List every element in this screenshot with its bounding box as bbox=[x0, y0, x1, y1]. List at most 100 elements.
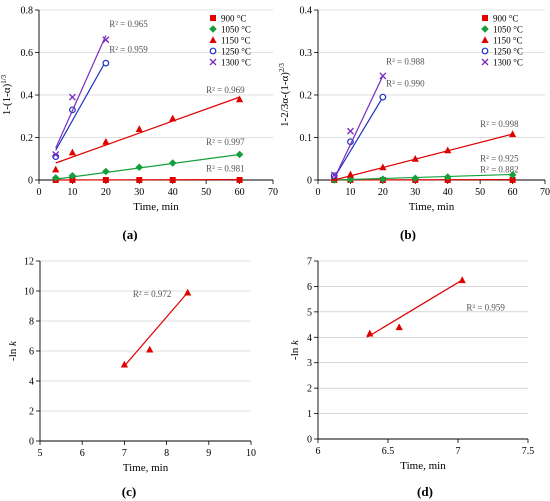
legend-marker bbox=[481, 58, 489, 66]
data-point bbox=[52, 165, 60, 173]
data-point bbox=[379, 175, 387, 183]
r-squared-label: R² = 0.998 bbox=[480, 119, 519, 129]
data-point bbox=[102, 177, 109, 183]
legend-entry: 900 °C bbox=[221, 14, 246, 24]
trend-line bbox=[55, 96, 240, 164]
x-tick-label: 6 bbox=[80, 448, 85, 459]
y-tick-label: 0 bbox=[29, 437, 34, 448]
legend-marker bbox=[209, 36, 217, 43]
series-1250c: R² = 0.959 bbox=[52, 45, 148, 161]
data-point bbox=[51, 174, 60, 182]
legend-marker bbox=[481, 47, 489, 55]
trend-line bbox=[333, 75, 384, 179]
r-squared-label: R² = 0.969 bbox=[206, 85, 245, 95]
x-tick-label: 30 bbox=[134, 187, 144, 198]
y-tick-label: 12 bbox=[24, 257, 34, 268]
r-squared-label: R² = 0.959 bbox=[466, 303, 505, 313]
legend-marker bbox=[209, 58, 217, 66]
y-tick-label: 0.1 bbox=[300, 133, 313, 144]
series-900c: R² = 0.981 bbox=[52, 164, 245, 183]
y-tick-label: 0 bbox=[307, 176, 312, 187]
x-tick-label: 0 bbox=[37, 187, 42, 198]
r-squared-label: R² = 0.959 bbox=[109, 45, 148, 55]
data-point bbox=[411, 174, 420, 183]
data-point bbox=[379, 163, 387, 171]
panel-label: (d) bbox=[417, 484, 433, 499]
legend-entry: 1050 °C bbox=[493, 25, 523, 35]
legend-entry: 1300 °C bbox=[493, 58, 523, 68]
data-point bbox=[346, 170, 355, 178]
y-tick-label: 0.8 bbox=[21, 6, 34, 17]
legend-entry: 1150 °C bbox=[493, 36, 523, 46]
chart-panel-a: 0 0.2 0.4 0.6 0.8 0 10 20 30 40 50 60 70 Time, min 1-(… bbox=[0, 6, 278, 243]
x-tick-label: 60 bbox=[508, 187, 518, 198]
x-tick-label: 10 bbox=[246, 448, 256, 459]
data-point bbox=[169, 114, 177, 122]
trend-line bbox=[123, 292, 189, 367]
series-1250c: R² = 0.990 bbox=[330, 79, 425, 180]
data-point bbox=[235, 150, 244, 159]
chart-panel-b: 0 0.1 0.2 0.3 0.4 0 10 20 30 40 50 60 70 Time, min 1-2… bbox=[278, 6, 550, 243]
x-tick-label: 50 bbox=[475, 187, 485, 198]
data-point bbox=[169, 177, 176, 183]
x-tick-label: 10 bbox=[345, 187, 355, 198]
y-tick-label: 5 bbox=[307, 307, 312, 318]
y-tick-label: 6 bbox=[307, 282, 312, 293]
x-tick-label: 8 bbox=[164, 448, 169, 459]
data-point bbox=[135, 125, 143, 132]
y-tick-label: 0.4 bbox=[21, 91, 34, 102]
series-0: R² = 0.972 bbox=[120, 288, 192, 368]
data-point bbox=[366, 329, 374, 337]
x-tick-label: 40 bbox=[443, 187, 453, 198]
axes bbox=[39, 261, 251, 442]
data-point bbox=[346, 127, 354, 135]
data-point bbox=[509, 177, 516, 183]
x-tick-label: 7.5 bbox=[522, 446, 535, 457]
data-point bbox=[330, 171, 338, 179]
y-tick-label: 3 bbox=[307, 358, 312, 369]
legend-marker bbox=[209, 47, 217, 55]
legend-marker bbox=[481, 36, 489, 43]
x-axis-label: Time, min bbox=[400, 460, 446, 472]
trend-line bbox=[366, 279, 463, 338]
x-tick-label: 0 bbox=[316, 187, 321, 198]
y-tick-label: 10 bbox=[24, 287, 34, 298]
y-tick-label: 4 bbox=[29, 377, 34, 388]
axes bbox=[317, 261, 528, 440]
y-tick-label: 4 bbox=[307, 333, 312, 344]
series-1300c: R² = 0.988 bbox=[330, 56, 425, 179]
r-squared-label: R² = 0.882 bbox=[480, 164, 519, 174]
y-axis-label: -ln k bbox=[289, 339, 301, 360]
legend-entry: 1150 °C bbox=[221, 36, 251, 46]
x-tick-label: 20 bbox=[101, 187, 111, 198]
y-axis-label: -ln k bbox=[7, 340, 19, 361]
data-point bbox=[346, 175, 355, 184]
data-point bbox=[102, 137, 110, 145]
data-point bbox=[102, 167, 110, 176]
x-tick-label: 30 bbox=[410, 187, 420, 198]
data-point bbox=[102, 36, 110, 44]
data-point bbox=[443, 173, 452, 181]
x-axis-label: Time, min bbox=[409, 201, 455, 213]
y-tick-label: 0.2 bbox=[21, 133, 34, 144]
y-axis-label: 1-(1-α)1/3 bbox=[0, 74, 13, 115]
y-tick-label: 7 bbox=[307, 257, 312, 268]
data-point bbox=[69, 177, 76, 183]
y-tick-label: 2 bbox=[29, 407, 34, 418]
x-tick-label: 7 bbox=[122, 448, 127, 459]
x-tick-label: 70 bbox=[268, 187, 278, 198]
y-tick-label: 0 bbox=[307, 435, 312, 446]
series-0: R² = 0.959 bbox=[366, 276, 505, 338]
y-tick-label: 8 bbox=[29, 317, 34, 328]
x-tick-label: 6 bbox=[316, 446, 321, 457]
trend-line bbox=[334, 173, 513, 181]
y-axis-label: 1-2/3α-(1-α)2/3 bbox=[278, 63, 291, 127]
legend-entry: 1050 °C bbox=[221, 25, 251, 35]
data-point bbox=[68, 93, 76, 101]
data-point bbox=[411, 154, 419, 162]
x-tick-label: 60 bbox=[235, 187, 245, 198]
trend-line bbox=[55, 60, 107, 151]
data-point bbox=[68, 148, 77, 156]
